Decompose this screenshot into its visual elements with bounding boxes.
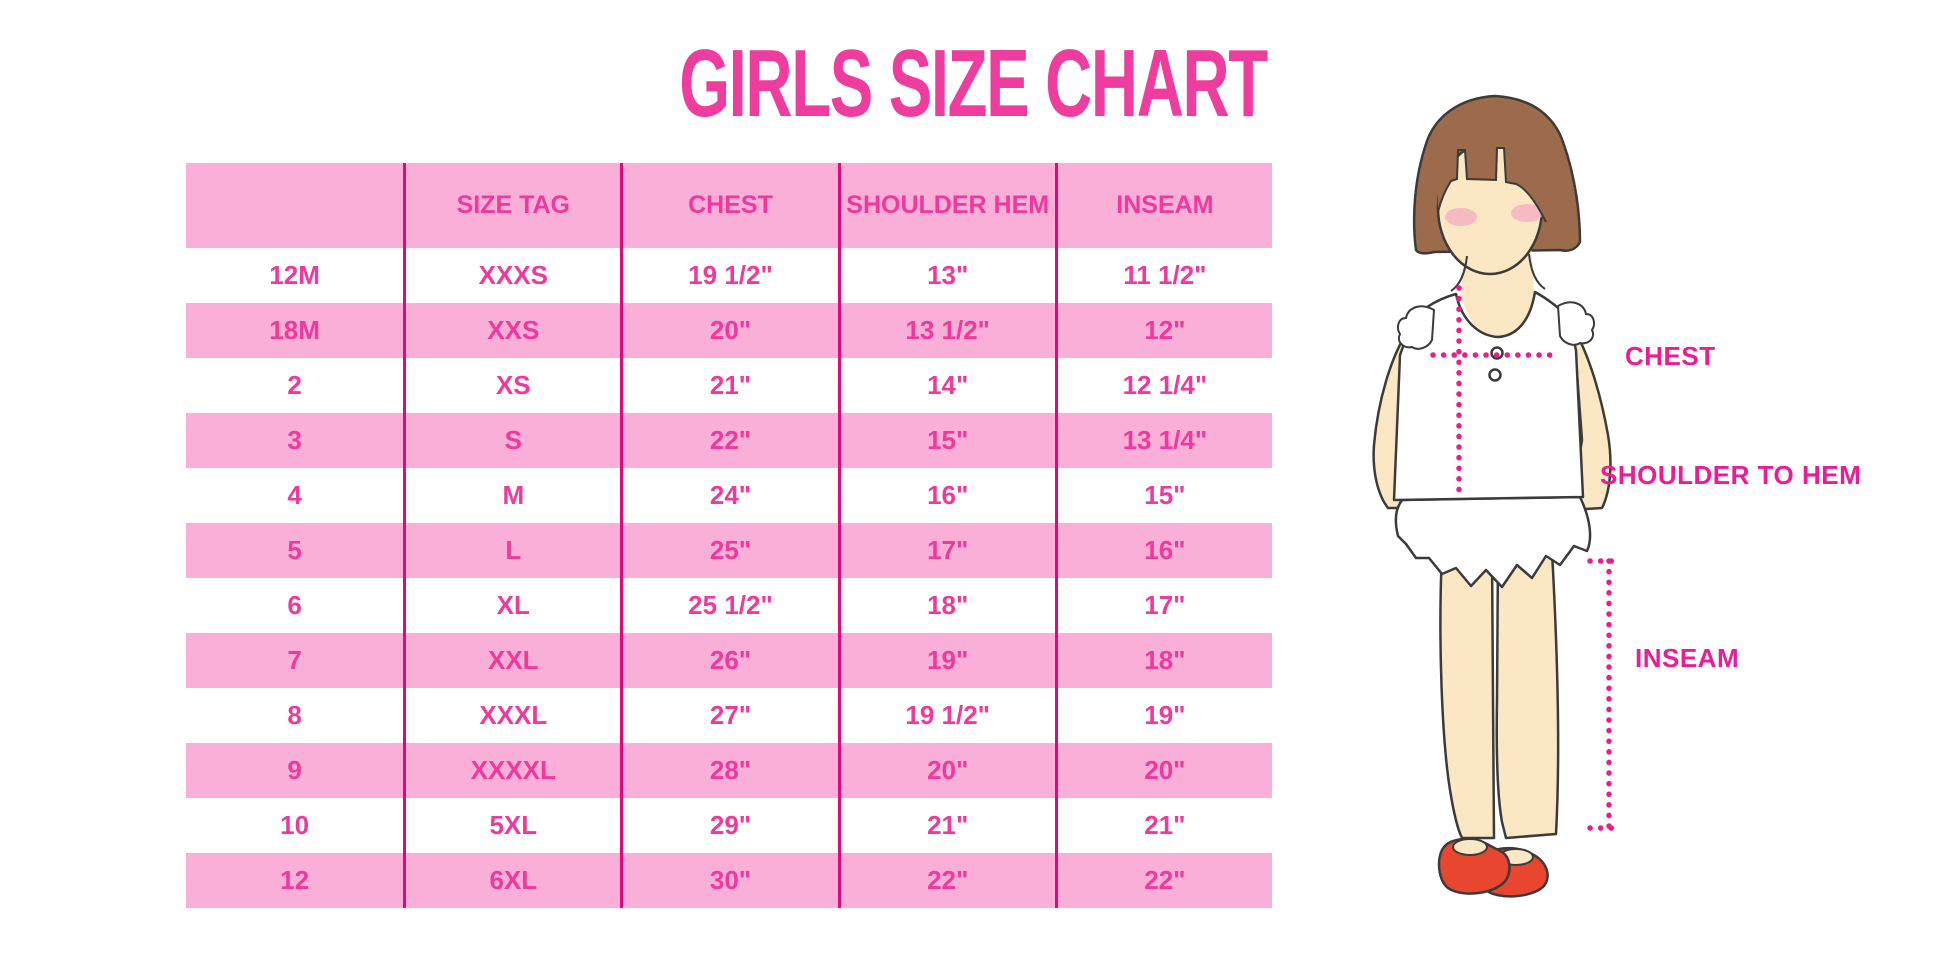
table-cell: 21" [1054, 798, 1272, 853]
table-cell: 26" [620, 633, 837, 688]
table-cell: 15" [837, 413, 1055, 468]
size-table: SIZE TAG CHEST SHOULDER HEM INSEAM 12M XXXS 19… [186, 163, 1272, 908]
table-cell: 13 1/2" [837, 303, 1055, 358]
table-cell: 18" [1054, 633, 1272, 688]
table-cell: 21" [620, 358, 837, 413]
table-cell: 24" [620, 468, 837, 523]
table-header-cell: CHEST [620, 163, 837, 248]
table-cell: 17" [1054, 578, 1272, 633]
table-cell: 11 1/2" [1054, 248, 1272, 303]
table-cell: 3 [287, 425, 302, 455]
bangs-edge [1437, 147, 1547, 223]
table-cell: 17" [837, 523, 1055, 578]
bangs [1438, 117, 1546, 222]
table-cell: XXXL [403, 688, 620, 743]
table-cell: 28" [620, 743, 837, 798]
table-cell: XXS [403, 303, 620, 358]
table-cell: 16" [837, 468, 1055, 523]
table-cell: 19" [837, 633, 1055, 688]
table-cell: L [403, 523, 620, 578]
table-cell: 30" [620, 853, 837, 908]
table-cell: 12M [269, 260, 320, 290]
shoulder-to-hem-label: SHOULDER TO HEM [1600, 460, 1861, 490]
blush-right [1511, 204, 1543, 222]
leg-right [1495, 550, 1560, 840]
blush-left [1445, 208, 1477, 226]
table-header-cell: SIZE TAG [403, 163, 620, 248]
table-cell: XXXS [403, 248, 620, 303]
table-header-cell: SHOULDER HEM [837, 163, 1055, 248]
inseam-label: INSEAM [1635, 643, 1739, 673]
table-cell: 12 [280, 865, 310, 895]
table-row: 7 XXL 26" 19" 18" [186, 633, 1272, 688]
table-cell: 6XL [403, 853, 620, 908]
table-cell: 18" [837, 578, 1055, 633]
table-cell: XS [403, 358, 620, 413]
table-cell: 27" [620, 688, 837, 743]
table-cell: 19 1/2" [620, 248, 837, 303]
table-cell: 10 [280, 810, 310, 840]
table-cell: 22" [620, 413, 837, 468]
table-row: 3 S 22" 15" 13 1/4" [186, 413, 1272, 468]
table-row: 12 6XL 30" 22" 22" [186, 853, 1272, 908]
table-header-row: SIZE TAG CHEST SHOULDER HEM INSEAM [186, 163, 1272, 248]
table-cell: M [403, 468, 620, 523]
table-cell: 13" [837, 248, 1055, 303]
table-cell: 13 1/4" [1054, 413, 1272, 468]
table-cell: 2 [287, 370, 302, 400]
shoe-left-instep [1452, 838, 1488, 856]
table-cell: 14" [837, 358, 1055, 413]
table-row: 9 XXXXL 28" 20" 20" [186, 743, 1272, 798]
table-cell: 16" [1054, 523, 1272, 578]
leg-left [1439, 550, 1496, 840]
page-title-text: GIRLS SIZE CHART [679, 30, 1268, 137]
table-cell: XL [403, 578, 620, 633]
table-cell: 9 [287, 755, 302, 785]
table-row: 6 XL 25 1/2" 18" 17" [186, 578, 1272, 633]
table-header-cell: INSEAM [1054, 163, 1272, 248]
table-cell: XXXXL [403, 743, 620, 798]
table-row: 8 XXXL 27" 19 1/2" 19" [186, 688, 1272, 743]
table-cell: 22" [837, 853, 1055, 908]
table-header-cell [186, 163, 403, 248]
table-cell: 18M [269, 315, 320, 345]
table-cell: 12" [1054, 303, 1272, 358]
table-cell: 15" [1054, 468, 1272, 523]
table-row: 5 L 25" 17" 16" [186, 523, 1272, 578]
button-bottom [1488, 368, 1502, 382]
table-cell: 5 [287, 535, 302, 565]
page-title: GIRLS SIZE CHART [0, 36, 1946, 132]
ruffle-right [1556, 301, 1595, 346]
table-row: 4 M 24" 16" 15" [186, 468, 1272, 523]
table-cell: 20" [1054, 743, 1272, 798]
table-cell: 7 [287, 645, 302, 675]
table-row: 2 XS 21" 14" 12 1/4" [186, 358, 1272, 413]
ruffle-left [1397, 305, 1436, 350]
table-cell: 21" [837, 798, 1055, 853]
table-cell: XXL [403, 633, 620, 688]
table-cell: 19 1/2" [837, 688, 1055, 743]
table-cell: 20" [620, 303, 837, 358]
neck-line-right [1528, 253, 1546, 290]
chest-label: CHEST [1625, 341, 1716, 371]
table-cell: 25" [620, 523, 837, 578]
table-cell: 29" [620, 798, 837, 853]
table-row: 10 5XL 29" 21" 21" [186, 798, 1272, 853]
table-cell: 6 [287, 590, 302, 620]
table-cell: 4 [287, 480, 302, 510]
measurement-figure: CHEST SHOULDER TO HEM INSEAM [1372, 94, 1861, 898]
skirt [1394, 495, 1592, 589]
table-cell: 19" [1054, 688, 1272, 743]
table-cell: 5XL [403, 798, 620, 853]
table-cell: 8 [287, 700, 302, 730]
table-cell: 25 1/2" [620, 578, 837, 633]
table-cell: 20" [837, 743, 1055, 798]
table-row: 12M XXXS 19 1/2" 13" 11 1/2" [186, 248, 1272, 303]
table-cell: 22" [1054, 853, 1272, 908]
table-cell: S [403, 413, 620, 468]
table-cell: 12 1/4" [1054, 358, 1272, 413]
neck-line-left [1450, 255, 1468, 292]
table-row: 18M XXS 20" 13 1/2" 12" [186, 303, 1272, 358]
